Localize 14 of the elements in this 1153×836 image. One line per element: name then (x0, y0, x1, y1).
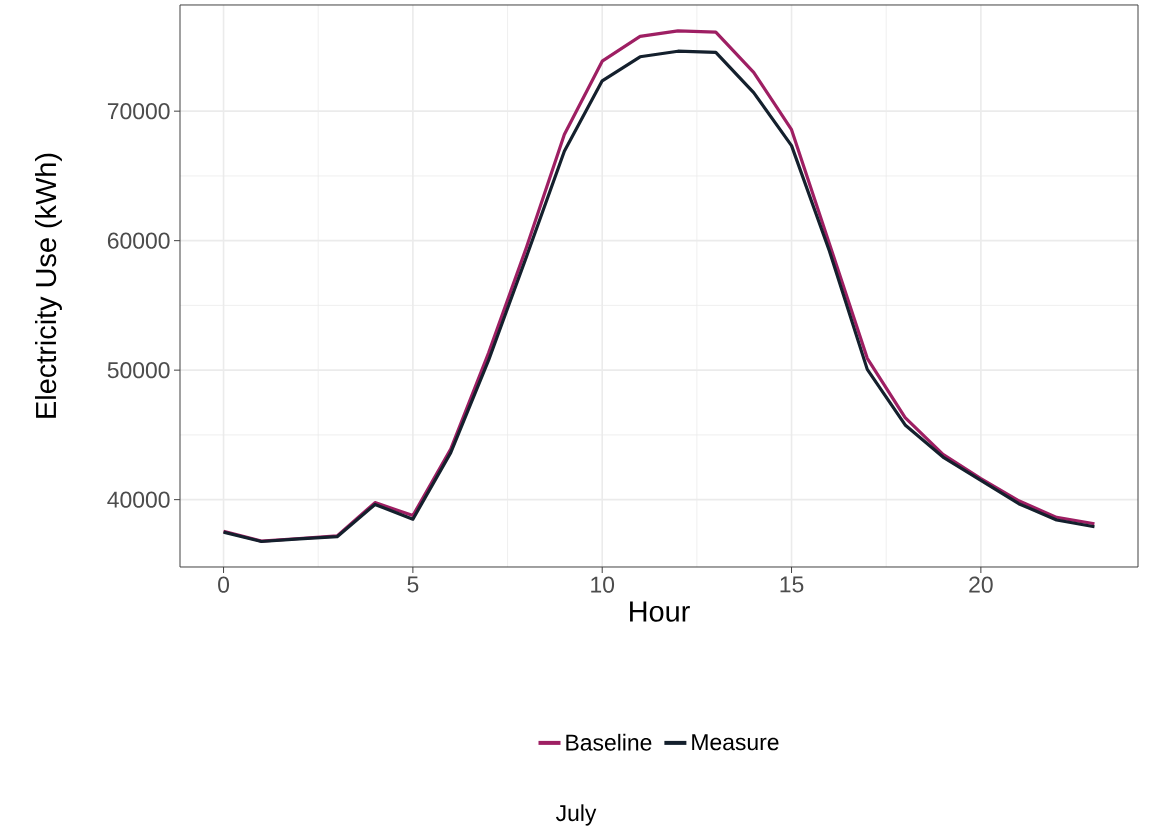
y-tick-label: 40000 (107, 491, 170, 508)
x-tick-label: 10 (591, 576, 615, 593)
y-tick-label: 60000 (107, 232, 170, 249)
x-axis-title: Hour (630, 601, 690, 622)
y-axis-title: Electricity Use (kWh) (35, 153, 62, 418)
legend-label: Measure (692, 734, 779, 751)
x-tick-label: 0 (218, 576, 230, 593)
x-tick-label: 15 (780, 576, 804, 593)
text: July (555, 804, 597, 826)
x-tick-label: 20 (969, 576, 993, 593)
x-tick-label: 5 (407, 576, 419, 593)
legend-label: Baseline (566, 733, 652, 751)
y-tick-label: 70000 (107, 103, 170, 120)
y-tick-label: 50000 (107, 362, 170, 379)
